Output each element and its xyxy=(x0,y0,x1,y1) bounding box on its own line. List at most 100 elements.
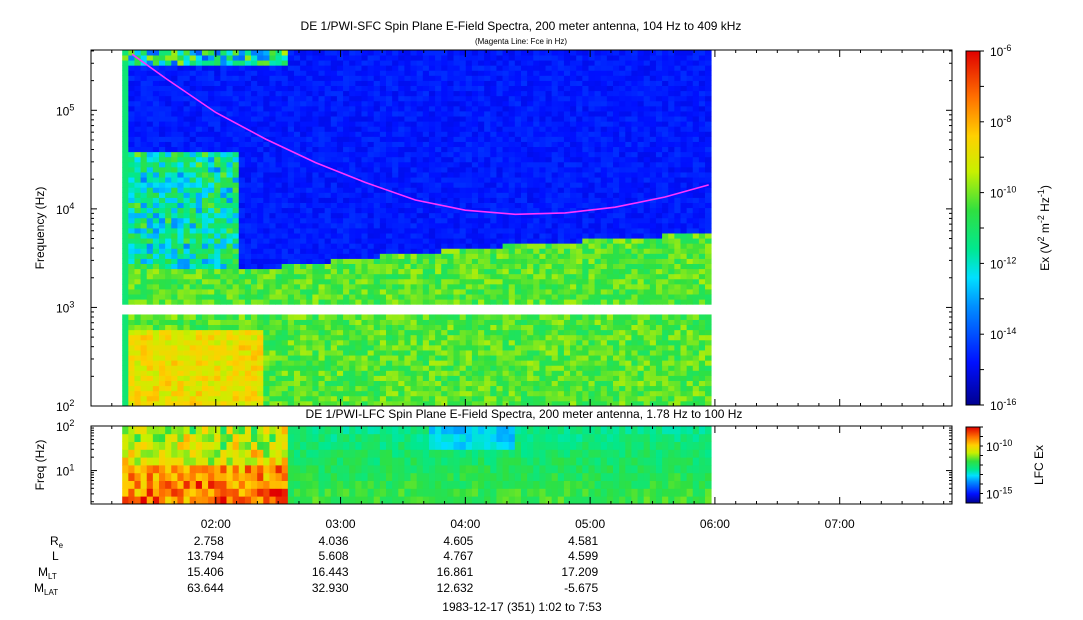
spectrogram-cell xyxy=(312,390,319,397)
spectrogram-cell xyxy=(343,233,350,239)
spectrogram-cell xyxy=(183,146,191,153)
spectrogram-cell xyxy=(189,294,197,300)
spectrogram-cell xyxy=(306,339,313,346)
spectrogram-cell xyxy=(447,324,454,331)
spectrogram-cell xyxy=(318,365,326,371)
spectrogram-cell xyxy=(330,50,338,56)
spectrogram-cell xyxy=(226,177,234,183)
spectrogram-cell xyxy=(275,177,283,183)
spectrogram-cell xyxy=(527,95,534,102)
spectrogram-cell xyxy=(122,248,129,254)
spectrogram-cell xyxy=(128,263,135,270)
spectrogram-cell xyxy=(508,70,516,76)
spectrogram-cell xyxy=(398,355,405,361)
spectrogram-cell xyxy=(232,289,240,295)
spectrogram-cell xyxy=(226,55,234,61)
spectrogram-cell xyxy=(238,350,246,356)
spectrogram-cell xyxy=(318,289,326,295)
spectrogram-cell xyxy=(551,141,559,148)
spectrogram-cell xyxy=(410,390,418,397)
spectrogram-cell xyxy=(152,294,160,300)
spectrogram-cell xyxy=(404,248,411,254)
spectrogram-cell xyxy=(484,380,491,387)
spectrogram-cell xyxy=(293,60,301,66)
spectrogram-cell xyxy=(557,319,565,326)
spectrogram-cell xyxy=(336,268,344,275)
spectrogram-cell xyxy=(514,375,522,381)
spectrogram-cell xyxy=(428,243,436,249)
spectrogram-cell xyxy=(563,156,571,163)
spectrogram-cell xyxy=(244,238,252,244)
spectrogram-cell xyxy=(490,70,497,76)
spectrogram-cell xyxy=(527,268,534,275)
spectrogram-cell xyxy=(349,324,356,331)
spectrogram-cell xyxy=(471,375,479,381)
spectrogram-cell xyxy=(386,294,393,300)
spectrogram-cell xyxy=(386,136,393,142)
spectrogram-cell xyxy=(318,400,326,406)
spectrogram-cell xyxy=(453,166,461,173)
spectrogram-cell xyxy=(447,222,454,229)
spectrogram-cell xyxy=(520,294,528,300)
spectrogram-cell xyxy=(502,116,510,122)
spectrogram-cell xyxy=(287,334,295,341)
spectrogram-cell xyxy=(471,329,479,336)
spectrogram-cell xyxy=(520,60,528,66)
spectrogram-cell xyxy=(471,116,479,122)
spectrogram-cell xyxy=(422,355,430,361)
spectrogram-cell xyxy=(306,65,313,71)
spectrogram-cell xyxy=(146,116,154,122)
spectrogram-cell xyxy=(496,217,503,224)
spectrogram-cell xyxy=(330,355,338,361)
spectrogram-cell xyxy=(146,400,154,406)
spectrogram-cell xyxy=(152,222,160,229)
spectrogram-cell xyxy=(165,243,172,249)
spectrogram-cell xyxy=(459,100,467,107)
spectrogram-cell xyxy=(545,314,553,320)
spectrogram-cell xyxy=(189,161,197,168)
spectrogram-cell xyxy=(416,55,424,61)
spectrogram-cell xyxy=(263,314,270,320)
spectrogram-cell xyxy=(171,172,178,178)
spectrogram-cell xyxy=(484,55,491,61)
spectrogram-cell xyxy=(379,141,387,148)
spectrogram-cell xyxy=(275,273,283,280)
spectrogram-cell xyxy=(465,60,473,66)
spectrogram-cell xyxy=(214,258,221,264)
spectrogram-cell xyxy=(336,100,344,107)
spectrogram-cell xyxy=(281,334,289,341)
spectrogram-cell xyxy=(257,350,264,356)
spectrogram-cell xyxy=(269,350,276,356)
spectrogram-cell xyxy=(146,365,154,371)
spectrogram-cell xyxy=(557,289,565,295)
spectrogram-cell xyxy=(514,365,522,371)
spectrogram-cell xyxy=(379,95,387,102)
spectrogram-cell xyxy=(428,75,436,81)
spectrogram-cell xyxy=(146,50,154,56)
spectrogram-cell xyxy=(508,283,516,290)
spectrogram-cell xyxy=(281,131,289,137)
spectrogram-cell xyxy=(379,365,387,371)
spectrogram-cell xyxy=(490,375,497,381)
spectrogram-cell xyxy=(447,146,454,153)
spectrogram-cell xyxy=(441,182,448,188)
spectrogram-cell xyxy=(201,111,209,117)
spectrogram-cell xyxy=(422,350,430,356)
spectrogram-cell xyxy=(263,350,270,356)
spectrogram-cell xyxy=(330,172,338,178)
spectrogram-cell xyxy=(490,365,497,371)
spectrogram-cell xyxy=(128,172,135,178)
spectrogram-cell xyxy=(159,141,166,148)
spectrogram-cell xyxy=(404,70,411,76)
spectrogram-cell xyxy=(220,238,227,244)
spectrogram-cell xyxy=(159,263,166,270)
spectrogram-cell xyxy=(214,299,221,305)
spectrogram-cell xyxy=(349,192,356,198)
spectrogram-cell xyxy=(165,126,172,132)
spectrogram-cell xyxy=(484,151,491,158)
spectrogram-cell xyxy=(238,85,246,92)
spectrogram-cell xyxy=(300,380,307,387)
spectrogram-cell xyxy=(367,177,375,183)
spectrogram-cell xyxy=(318,116,326,122)
spectrogram-cell xyxy=(502,350,510,356)
